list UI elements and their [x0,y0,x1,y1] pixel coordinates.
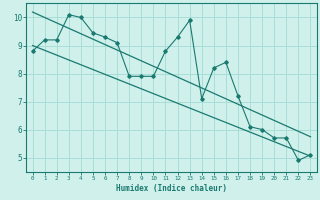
X-axis label: Humidex (Indice chaleur): Humidex (Indice chaleur) [116,184,227,193]
